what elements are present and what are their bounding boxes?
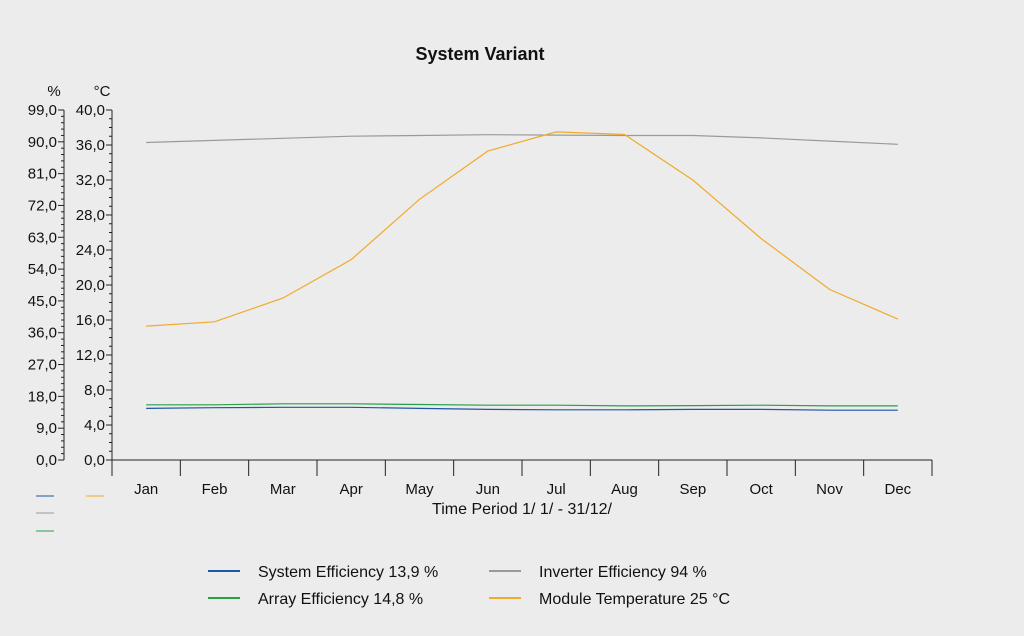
left-axis-tick-label: 81,0 [28,166,57,183]
right-axis-tick-label: 8,0 [84,382,105,399]
right-axis-tick-label: 24,0 [76,242,105,259]
x-axis-tick-label: Nov [816,481,843,498]
left-axis-unit: % [47,83,60,100]
right-axis-tick-label: 20,0 [76,277,105,294]
left-axis-tick-label: 72,0 [28,197,57,214]
left-axis-tick-label: 99,0 [28,102,57,119]
left-axis-tick-label: 63,0 [28,229,57,246]
x-axis-tick-label: Oct [749,481,773,498]
x-axis-tick-label: Sep [679,481,706,498]
series-lines [146,131,899,411]
legend: System Efficiency 13,9 % Inverter Efficie… [208,564,730,608]
x-axis-tick-label: Aug [611,481,638,498]
right-axis-tick-label: 4,0 [84,417,105,434]
right-axis-tick-label: 0,0 [84,452,105,469]
right-axis-tick-label: 36,0 [76,137,105,154]
right-axis-unit: °C [94,83,111,100]
legend-label-system-efficiency: System Efficiency 13,9 % [258,564,438,581]
left-axis-tick-label: 27,0 [28,357,57,374]
series-line-module-temperature [146,131,899,327]
series-line-system-efficiency [146,406,898,411]
mini-legend [36,495,104,532]
left-axis-tick-label: 0,0 [36,452,57,469]
left-axis-tick-label: 45,0 [28,293,57,310]
chart-title: System Variant [415,44,544,64]
right-axis: 0,0 4,0 8,0 12,0 16,0 20,0 24,0 28,0 32,0 36,0 40,… [76,102,113,469]
x-axis-tick-label: Jan [134,481,158,498]
left-axis: 0,0 9,0 18,0 27,0 36,0 45,0 54,0 63,0 72,0 81,0 90… [28,102,65,469]
x-axis-tick-label: Jul [547,481,566,498]
left-axis-tick-label: 36,0 [28,325,57,342]
x-axis-tick-label: Jun [476,481,500,498]
x-axis-label: Time Period 1/ 1/ - 31/12/ [432,501,612,518]
right-axis-tick-label: 32,0 [76,172,105,189]
left-axis-tick-label: 9,0 [36,420,57,437]
left-axis-tick-label: 18,0 [28,388,57,405]
right-axis-tick-label: 16,0 [76,312,105,329]
x-axis-tick-label: Mar [270,481,296,498]
right-axis-tick-label: 12,0 [76,347,105,364]
series-line-array-efficiency [146,403,898,407]
x-axis: Jan Feb Mar Apr May Jun Jul Aug Sep Oct Nov Dec [111,459,933,498]
x-axis-tick-label: Dec [884,481,911,498]
legend-label-inverter-efficiency: Inverter Efficiency 94 % [539,564,707,581]
x-axis-tick-label: Apr [339,481,362,498]
legend-label-module-temperature: Module Temperature 25 °C [539,591,730,608]
left-axis-tick-label: 54,0 [28,261,57,278]
series-line-inverter-efficiency [146,134,898,145]
legend-label-array-efficiency: Array Efficiency 14,8 % [258,591,423,608]
right-axis-tick-label: 28,0 [76,207,105,224]
right-axis-tick-label: 40,0 [76,102,105,119]
left-axis-tick-label: 90,0 [28,134,57,151]
x-axis-tick-label: Feb [202,481,228,498]
x-axis-tick-label: May [405,481,434,498]
